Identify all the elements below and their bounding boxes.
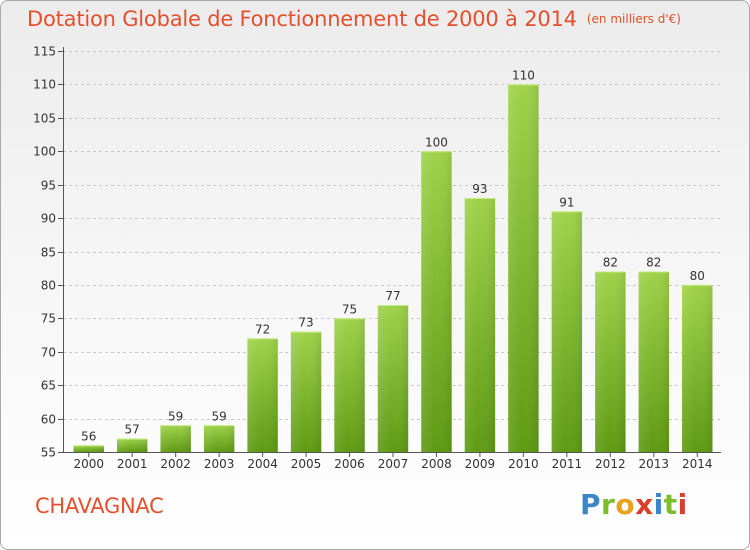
bar-shade — [421, 151, 452, 452]
bar-value-label: 93 — [472, 182, 487, 196]
x-tick-label: 2002 — [160, 457, 191, 471]
bar-value-label: 56 — [81, 429, 96, 443]
x-tick-label: 2005 — [291, 457, 322, 471]
bar-value-label: 100 — [425, 135, 448, 149]
bar-value-label: 77 — [385, 289, 400, 303]
bar-shade — [682, 284, 713, 452]
bar-value-label: 75 — [342, 302, 357, 316]
logo-letter: t — [663, 488, 678, 521]
bar-shade — [551, 211, 583, 452]
x-tick-label: 2003 — [204, 457, 235, 471]
y-tick-label: 85 — [41, 246, 56, 260]
bar-value-label: 80 — [690, 269, 705, 283]
y-tick-label: 100 — [33, 145, 56, 159]
bar-shade — [638, 271, 670, 452]
y-tick-label: 55 — [41, 446, 56, 460]
y-tick-label: 90 — [41, 212, 56, 226]
bar-value-label: 59 — [168, 409, 183, 423]
logo-letter: P — [580, 488, 602, 521]
y-tick-label: 95 — [41, 179, 56, 193]
logo-letter: i — [677, 488, 688, 521]
chart-unit: (en milliers d'€) — [586, 12, 681, 26]
x-tick-label: 2007 — [378, 457, 409, 471]
x-tick-label: 2001 — [117, 457, 148, 471]
bar-shade — [160, 425, 191, 452]
y-tick-label: 75 — [41, 312, 56, 326]
x-tick-label: 2000 — [73, 457, 104, 471]
bar-value-label: 59 — [211, 409, 226, 423]
commune-name: CHAVAGNAC — [35, 494, 164, 518]
y-tick-label: 60 — [41, 413, 56, 427]
y-tick-label: 110 — [33, 78, 56, 92]
y-tick-label: 70 — [41, 346, 56, 360]
bar-shade — [73, 445, 104, 452]
logo-letter: i — [653, 488, 664, 521]
bar-value-label: 82 — [646, 256, 661, 270]
x-tick-label: 2010 — [508, 457, 539, 471]
labels: 55 60 65 70 75 80 85 90 95 100 105 110 115 56 2000 57 20… — [33, 45, 712, 472]
x-tick-label: 2004 — [247, 457, 278, 471]
bar-shade — [334, 318, 365, 452]
bar-value-label: 82 — [603, 256, 618, 270]
bar-value-label: 73 — [298, 316, 313, 330]
x-tick-label: 2006 — [334, 457, 365, 471]
bar-shade — [247, 338, 278, 452]
bar-shade — [290, 331, 322, 452]
x-tick-label: 2014 — [682, 457, 713, 471]
logo-letter: r — [601, 488, 616, 521]
x-tick-label: 2013 — [639, 457, 670, 471]
bars — [73, 84, 713, 453]
x-tick-label: 2011 — [552, 457, 583, 471]
axes — [58, 47, 721, 457]
bar-shade — [203, 425, 235, 452]
bar-value-label: 72 — [255, 322, 270, 336]
bar-shade — [464, 198, 496, 452]
bar-value-label: 110 — [512, 68, 535, 82]
bar-shade — [116, 438, 148, 452]
y-tick-label: 105 — [33, 112, 56, 126]
x-tick-label: 2012 — [595, 457, 626, 471]
logo-letter: x — [635, 488, 654, 521]
bar-value-label: 57 — [125, 423, 140, 437]
bar-value-label: 91 — [559, 195, 574, 209]
y-tick-label: 115 — [33, 45, 56, 59]
proxiti-logo: Proxiti — [580, 488, 688, 521]
logo-letter: o — [615, 488, 636, 521]
x-tick-label: 2009 — [465, 457, 496, 471]
chart-title: Dotation Globale de Fonctionnement de 20… — [27, 7, 577, 31]
bar-shade — [377, 304, 409, 452]
y-tick-label: 80 — [41, 279, 56, 293]
bar-shade — [595, 271, 626, 452]
y-tick-label: 65 — [41, 379, 56, 393]
bar-shade — [508, 84, 539, 453]
x-tick-label: 2008 — [421, 457, 452, 471]
chart-title-block: Dotation Globale de Fonctionnement de 20… — [27, 7, 681, 31]
